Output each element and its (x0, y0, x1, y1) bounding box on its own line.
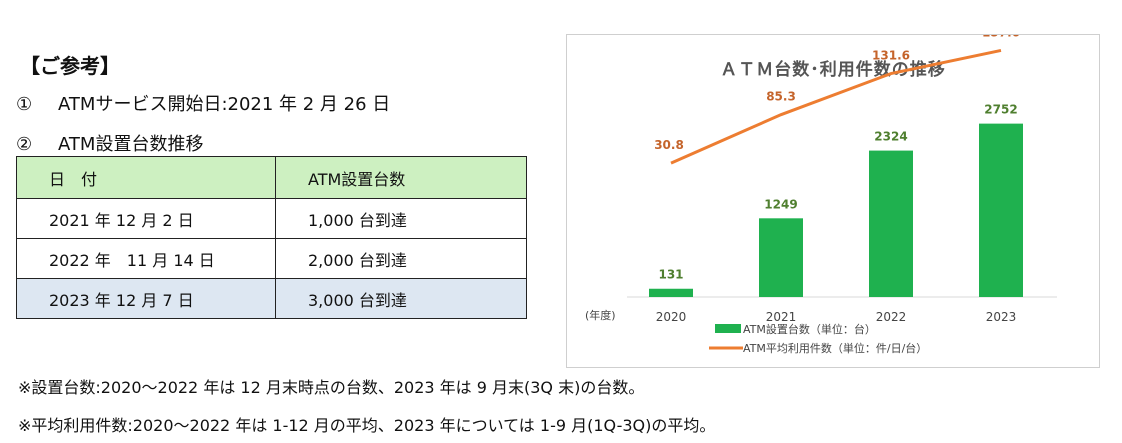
footnote-usage: ※平均利用件数:2020～2022 年は 1-12 月の平均、2023 年につい… (18, 416, 716, 435)
item-number: ① (16, 94, 33, 115)
bar-value-label: 1249 (764, 197, 797, 211)
line-value-label: 131.6 (872, 49, 910, 63)
table-row: 2021 年 12 月 2 日 1,000 台到達 (16, 198, 527, 239)
installation-trend-text: ATM設置台数推移 (58, 134, 204, 155)
milestone-table: 日 付 ATM設置台数 2021 年 12 月 2 日 1,000 台到達 20… (16, 156, 527, 319)
item-number: ② (16, 134, 33, 155)
line-value-label: 85.3 (766, 90, 796, 104)
service-start-text: ATMサービス開始日:2021 年 2 月 26 日 (58, 94, 391, 115)
legend-label-line: ATM平均利用件数（単位：件/日/台） (743, 341, 927, 355)
cell-date: 2023 年 12 月 7 日 (16, 278, 276, 319)
column-header-count: ATM設置台数 (275, 156, 527, 199)
bar-atm-count (649, 288, 693, 297)
line-value-label: 30.8 (654, 138, 684, 152)
bar-atm-count (869, 150, 913, 297)
legend-label-bar: ATM設置台数（単位：台） (743, 322, 876, 336)
chart-panel: ＡＴＭ台数･利用件数の推移 131 1249 2324 2752 30.8 85.3 131… (566, 34, 1100, 368)
installation-trend-item: ② ATM設置台数推移 (16, 130, 203, 156)
x-tick-label: 2020 (656, 310, 687, 324)
footnote-installation: ※設置台数:2020～2022 年は 12 月末時点の台数、2023 年は 9 … (18, 378, 645, 397)
cell-date: 2021 年 12 月 2 日 (16, 198, 276, 239)
cell-milestone: 3,000 台到達 (275, 278, 527, 319)
x-tick-label: 2023 (986, 310, 1017, 324)
bar-atm-count (979, 123, 1023, 298)
legend-swatch-bar (715, 324, 741, 333)
atm-chart: 131 1249 2324 2752 30.8 85.3 131.6 157.6 2020 202… (585, 35, 1057, 355)
bar-value-label: 2752 (984, 103, 1017, 117)
section-heading: 【ご参考】 (20, 54, 120, 78)
line-avg-usage (670, 48, 1002, 165)
service-start-item: ① ATMサービス開始日:2021 年 2 月 26 日 (16, 90, 390, 116)
x-tick-label: 2022 (876, 310, 907, 324)
bar-atm-count (759, 218, 803, 297)
bar-value-label: 131 (658, 268, 683, 282)
table-header-row: 日 付 ATM設置台数 (16, 156, 527, 199)
table-row: 2022 年 11 月 14 日 2,000 台到達 (16, 238, 527, 279)
cell-milestone: 2,000 台到達 (275, 238, 527, 279)
column-header-date: 日 付 (16, 156, 276, 199)
bar-value-label: 2324 (874, 130, 907, 144)
cell-milestone: 1,000 台到達 (275, 198, 527, 239)
x-axis-label: (年度) (585, 308, 616, 322)
table-row: 2023 年 12 月 7 日 3,000 台到達 (16, 278, 527, 319)
x-tick-label: 2021 (766, 310, 797, 324)
line-value-label: 157.6 (982, 35, 1020, 39)
cell-date: 2022 年 11 月 14 日 (16, 238, 276, 279)
